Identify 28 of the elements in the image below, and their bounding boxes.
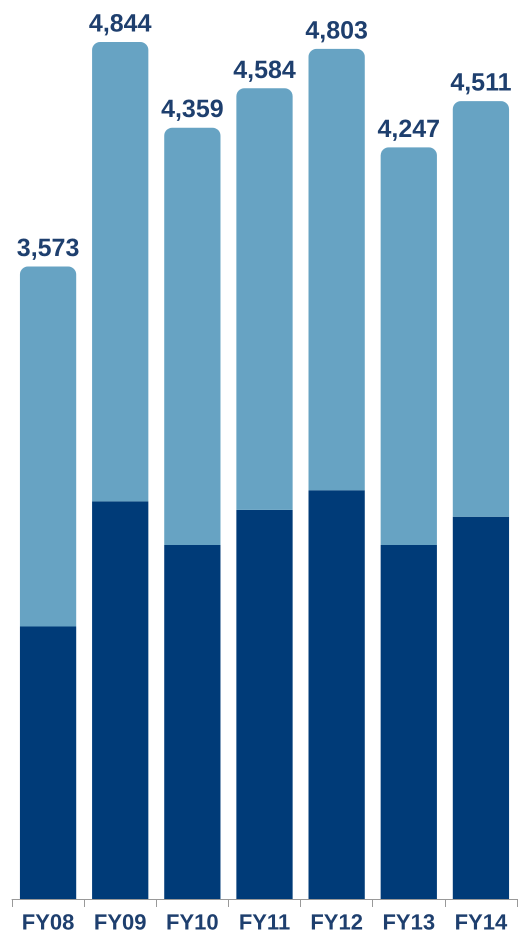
bar xyxy=(164,545,220,899)
bar xyxy=(20,266,76,626)
x-tick-label: FY08 xyxy=(22,910,74,934)
annotation: 3,573 xyxy=(16,234,80,262)
bar xyxy=(92,42,148,502)
bar xyxy=(92,501,148,899)
x-tick-label: FY11 xyxy=(238,910,290,934)
annotation: 4,803 xyxy=(305,16,368,44)
x-tick-label: FY09 xyxy=(94,910,147,934)
bar xyxy=(380,147,437,546)
bar xyxy=(452,516,510,899)
x-tick-label: FY14 xyxy=(454,910,508,934)
bar xyxy=(20,626,76,899)
x-tick-label: FY10 xyxy=(166,910,219,934)
text: 4,844 xyxy=(88,10,152,38)
annotation: 4,359 xyxy=(161,95,224,124)
bar xyxy=(308,490,365,899)
bar xyxy=(380,545,437,899)
x-tick-label: FY12 xyxy=(310,910,363,934)
annotation: 4,247 xyxy=(378,114,440,143)
annotation: 4,511 xyxy=(450,68,512,97)
bar xyxy=(452,101,510,517)
bar xyxy=(164,128,220,546)
x-tick-label: FY13 xyxy=(382,910,436,934)
bar xyxy=(236,510,293,899)
bar xyxy=(308,48,365,490)
annotation: 4,584 xyxy=(233,56,296,84)
bar xyxy=(236,88,293,510)
